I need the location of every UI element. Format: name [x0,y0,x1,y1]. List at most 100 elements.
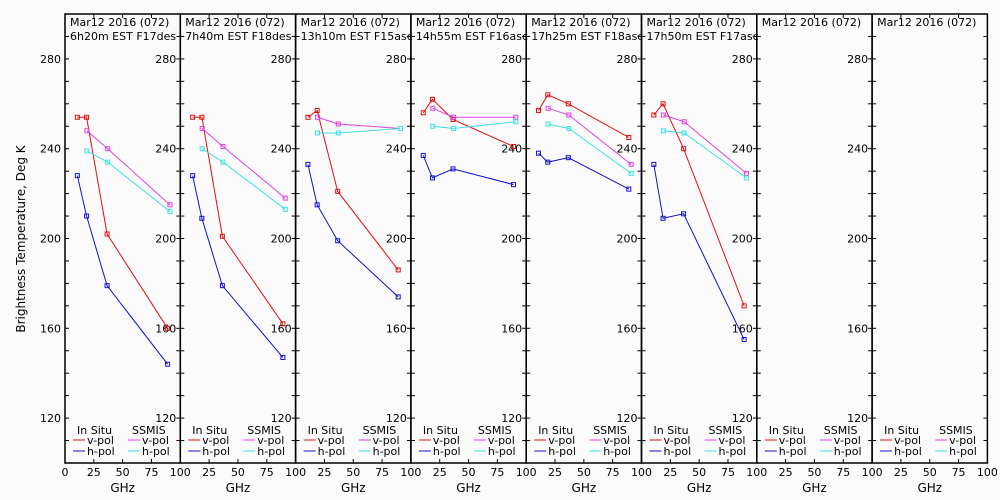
data-point [104,283,110,289]
series-line [653,164,745,340]
series-line [663,114,747,174]
x-tick-label: 75 [952,466,966,479]
data-point [681,211,687,217]
x-tick-label: 25 [433,466,447,479]
panel-title: Mar12 2016 (072) [531,16,630,29]
panel-subtitle: 17h25m EST F18asc [531,30,643,43]
data-point [84,213,90,219]
series-line [538,94,630,138]
legend-entry-label: v-pol [664,434,691,447]
y-tick-label: 240 [155,143,176,156]
x-axis-label: GHz [456,481,481,495]
y-tick-label: 160 [40,322,61,335]
panel-7: 120 160 200 240 280 25 50 75 100 GHz Mar12 2016 (0… [756,13,883,495]
data-point [314,108,320,114]
data-point [660,112,666,118]
series-line [317,116,401,129]
y-tick-label: 240 [847,143,868,156]
y-tick-label: 200 [501,233,522,246]
x-axis-label: GHz [226,481,251,495]
legend-in-situ-heading: In Situ [884,424,919,437]
panel-2: 120 160 200 240 280 25 50 75 100 GHz Mar12 2016 (0… [179,13,306,495]
data-point [681,119,687,125]
y-tick-label: 120 [271,412,292,425]
data-point [511,182,517,188]
data-point [651,112,657,118]
legend-entry-label: h-pol [87,445,115,458]
panel-title: Mar12 2016 (072) [70,16,169,29]
x-tick-label: 100 [746,466,767,479]
series-line [653,102,745,307]
data-point [451,125,457,131]
legend-entry-label: h-pol [949,445,977,458]
panel-subtitle: 7h40m EST F18des [185,30,291,43]
x-tick-label: 100 [631,466,652,479]
data-point [536,150,542,156]
y-tick-label: 200 [617,233,638,246]
y-tick-label: 240 [386,143,407,156]
x-tick-label: 25 [87,466,101,479]
data-point [660,101,666,107]
y-tick-label: 120 [617,412,638,425]
data-point [741,337,747,343]
data-point [167,209,173,215]
y-tick-label: 280 [501,53,522,66]
series-line [432,121,516,129]
y-tick-label: 280 [732,53,753,66]
data-point [104,231,110,237]
data-point [430,123,436,129]
x-tick-label: 75 [375,466,389,479]
x-tick-label: 50 [577,466,591,479]
x-tick-label: 50 [231,466,245,479]
data-point [282,195,288,201]
x-tick-label: 50 [807,466,821,479]
data-point [105,146,111,152]
x-tick-label: 25 [317,466,331,479]
data-point [511,143,517,149]
y-tick-label: 160 [386,322,407,335]
legend-entry-label: v-pol [834,434,861,447]
legend-entry-label: v-pol [433,434,460,447]
series-line [201,148,286,210]
y-tick-label: 240 [617,143,638,156]
data-point [220,143,226,149]
data-point [74,173,80,179]
legend-entry-label: v-pol [949,434,976,447]
series-line [192,116,284,325]
legend-entry-label: v-pol [318,434,345,447]
panel-subtitle: 14h55m EST F16asc [416,30,528,43]
y-tick-label: 240 [501,143,522,156]
x-axis-label: GHz [572,481,597,495]
data-point [681,146,687,152]
panel-5: 120 160 200 240 280 25 50 75 100 GHz Mar12 2016 (0… [525,13,652,495]
data-point [190,114,196,120]
legend-ssmis-heading: SSMIS [247,424,281,437]
data-point [190,173,196,179]
data-point [84,128,90,134]
data-point [199,215,205,221]
data-point [651,161,657,167]
legend-entry-label: v-pol [548,434,575,447]
legend-ssmis-heading: SSMIS [939,424,973,437]
data-point [165,361,171,367]
y-tick-label: 280 [386,53,407,66]
legend-ssmis-heading: SSMIS [593,424,627,437]
y-tick-label: 120 [155,412,176,425]
series-line [547,107,632,165]
data-point [305,114,311,120]
x-tick-label: 100 [977,466,998,479]
data-point [660,215,666,221]
x-tick-label: 25 [202,466,216,479]
panel-4: 120 160 200 240 280 25 50 75 100 GHz Mar12 2016 (0… [410,13,537,495]
legend-in-situ-heading: In Situ [538,424,573,437]
legend-entry-label: h-pol [202,445,230,458]
legend-in-situ-heading: In Situ [308,424,343,437]
legend-entry-label: v-pol [719,434,746,447]
data-point [220,159,226,165]
data-point [429,96,435,102]
panel-3: 120 160 200 240 280 25 50 75 100 GHz Mar12 2016 (0… [294,13,421,495]
series-line [432,107,516,118]
x-axis-label: GHz [110,481,135,495]
legend-entry-label: h-pol [318,445,346,458]
